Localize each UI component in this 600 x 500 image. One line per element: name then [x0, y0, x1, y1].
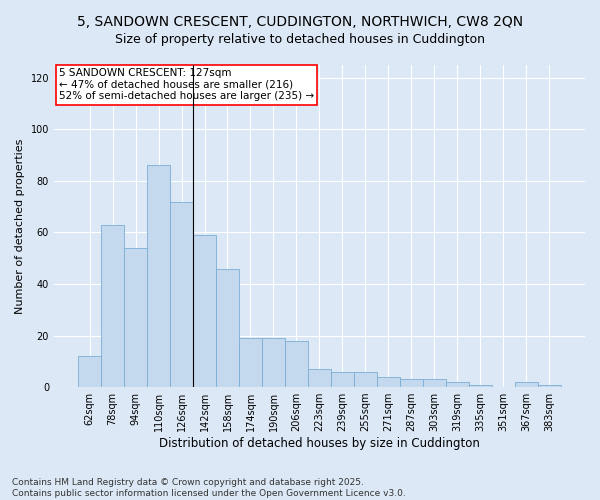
Bar [262, 338, 285, 387]
Bar [285, 340, 308, 387]
Text: Size of property relative to detached houses in Cuddington: Size of property relative to detached ho… [115, 32, 485, 46]
Bar [538, 384, 561, 387]
Bar [469, 384, 492, 387]
Bar [216, 268, 239, 387]
Text: 5, SANDOWN CRESCENT, CUDDINGTON, NORTHWICH, CW8 2QN: 5, SANDOWN CRESCENT, CUDDINGTON, NORTHWI… [77, 15, 523, 29]
Bar [354, 372, 377, 387]
X-axis label: Distribution of detached houses by size in Cuddington: Distribution of detached houses by size … [159, 437, 480, 450]
Bar [515, 382, 538, 387]
Bar [331, 372, 354, 387]
Bar [239, 338, 262, 387]
Bar [423, 380, 446, 387]
Text: 5 SANDOWN CRESCENT: 127sqm
← 47% of detached houses are smaller (216)
52% of sem: 5 SANDOWN CRESCENT: 127sqm ← 47% of deta… [59, 68, 314, 102]
Y-axis label: Number of detached properties: Number of detached properties [15, 138, 25, 314]
Bar [377, 377, 400, 387]
Bar [170, 202, 193, 387]
Bar [446, 382, 469, 387]
Bar [193, 235, 216, 387]
Bar [101, 225, 124, 387]
Bar [400, 380, 423, 387]
Text: Contains HM Land Registry data © Crown copyright and database right 2025.
Contai: Contains HM Land Registry data © Crown c… [12, 478, 406, 498]
Bar [308, 369, 331, 387]
Bar [78, 356, 101, 387]
Bar [147, 166, 170, 387]
Bar [124, 248, 147, 387]
